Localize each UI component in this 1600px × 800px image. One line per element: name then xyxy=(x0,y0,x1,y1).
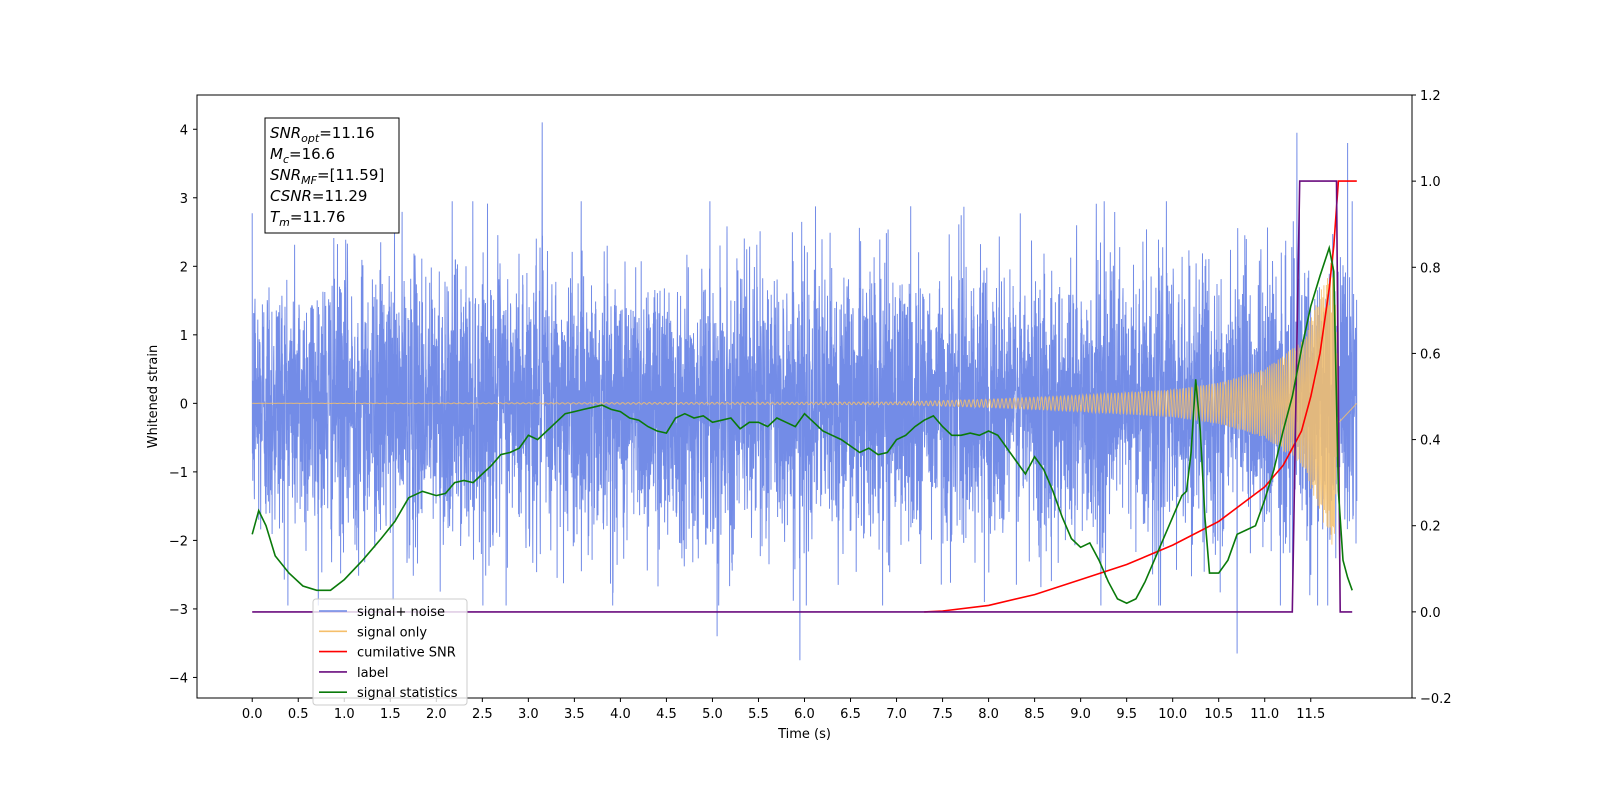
info-tm-value: =11.76 xyxy=(290,208,346,226)
info-snr-mf-value: =[11.59] xyxy=(317,166,384,184)
info-snr-opt: SNRopt=11.16 xyxy=(270,124,375,145)
right-y-tick-label: 0.0 xyxy=(1420,606,1441,621)
right-y-tick-label: 1.2 xyxy=(1420,89,1441,104)
series-label-line xyxy=(252,180,1353,613)
left-y-tick-label: 1 xyxy=(180,329,188,344)
info-box-frame xyxy=(264,117,400,234)
info-snr-mf: SNRMF=[11.59] xyxy=(270,166,384,187)
legend-entry-label: signal only xyxy=(357,625,427,640)
x-tick-label: 0.0 xyxy=(242,707,263,722)
right-y-axis-ticks: 1.2 1.0 0.8 0.6 0.4 0.2 0.0 −0.2 xyxy=(1412,89,1452,707)
x-tick-label: 5.0 xyxy=(702,707,723,722)
series-signal-only-line xyxy=(252,262,1358,545)
x-tick-label: 2.0 xyxy=(426,707,447,722)
x-tick-label: 3.5 xyxy=(564,707,585,722)
chart-traces xyxy=(251,122,1358,661)
x-tick-label: 4.5 xyxy=(656,707,677,722)
series-cumilative-snr-line xyxy=(924,180,1357,613)
series-signal-noise-line xyxy=(251,122,1358,661)
left-y-tick-label: 3 xyxy=(180,192,188,207)
left-y-tick-label: −2 xyxy=(169,534,188,549)
info-csnr-value: =11.29 xyxy=(312,187,368,205)
left-y-tick-label: −3 xyxy=(169,603,188,618)
left-y-axis-ticks: 4 3 2 1 0 −1 −2 −3 −4 xyxy=(169,123,197,686)
legend-entry-label: signal statistics xyxy=(357,686,458,701)
info-snr-opt-label: SNR xyxy=(270,124,301,142)
x-tick-label: 1.0 xyxy=(334,707,355,722)
info-tm-label: T xyxy=(270,208,281,226)
left-y-tick-label: −4 xyxy=(169,671,188,686)
right-y-tick-label: 1.0 xyxy=(1420,175,1441,190)
info-snr-opt-value: =11.16 xyxy=(319,124,375,142)
info-tm: Tm=11.76 xyxy=(270,208,345,229)
legend-entry-label: signal+ noise xyxy=(357,605,445,620)
x-axis-ticks: 0.0 0.5 1.0 1.5 2.0 2.5 3.0 3.5 4.0 4.5 5.0 5.5 6.0 6… xyxy=(242,698,1325,722)
right-y-tick-label: 0.8 xyxy=(1420,261,1441,276)
x-tick-label: 3.0 xyxy=(518,707,539,722)
x-tick-label: 10.0 xyxy=(1158,707,1187,722)
info-box: SNRopt=11.16 Mc=16.6 SNRMF=[11.59] CSNR=… xyxy=(264,117,400,234)
x-tick-label: 10.5 xyxy=(1204,707,1233,722)
x-tick-label: 11.5 xyxy=(1296,707,1325,722)
left-y-tick-label: 2 xyxy=(180,260,188,275)
info-tm-sub: m xyxy=(279,216,290,229)
x-tick-label: 1.5 xyxy=(380,707,401,722)
x-tick-label: 0.5 xyxy=(288,707,309,722)
left-y-tick-label: 0 xyxy=(180,397,188,412)
x-axis-label: Time (s) xyxy=(777,727,831,742)
x-tick-label: 9.5 xyxy=(1116,707,1137,722)
right-y-tick-label: 0.4 xyxy=(1420,434,1441,449)
info-snr-mf-sub: MF xyxy=(301,174,317,187)
info-csnr-label: CSNR xyxy=(270,187,312,205)
x-tick-label: 7.5 xyxy=(932,707,953,722)
info-mc-sub: c xyxy=(283,153,289,166)
legend-entry-label: label xyxy=(357,666,388,681)
right-y-tick-label: 0.2 xyxy=(1420,520,1441,535)
x-tick-label: 11.0 xyxy=(1250,707,1279,722)
legend-entry-label: cumilative SNR xyxy=(357,646,456,661)
x-tick-label: 5.5 xyxy=(748,707,769,722)
x-tick-label: 6.5 xyxy=(840,707,861,722)
right-y-tick-label: −0.2 xyxy=(1420,692,1452,707)
left-y-tick-label: −1 xyxy=(169,466,188,481)
x-tick-label: 9.0 xyxy=(1070,707,1091,722)
info-mc: Mc=16.6 xyxy=(270,145,335,166)
info-mc-value: =16.6 xyxy=(289,145,335,163)
x-tick-label: 4.0 xyxy=(610,707,631,722)
x-tick-label: 8.0 xyxy=(978,707,999,722)
left-y-axis-label: Whitened strain xyxy=(146,345,161,448)
info-snr-opt-sub: opt xyxy=(301,132,320,145)
x-tick-label: 8.5 xyxy=(1024,707,1045,722)
info-csnr: CSNR=11.29 xyxy=(270,187,367,205)
x-tick-label: 7.0 xyxy=(886,707,907,722)
legend: signal+ noise signal only cumilative SNR la… xyxy=(312,598,468,706)
info-mc-label: M xyxy=(270,145,283,163)
legend-frame xyxy=(312,598,468,706)
series-signal-statistics-line xyxy=(251,244,1353,605)
x-tick-label: 2.5 xyxy=(472,707,493,722)
info-snr-mf-label: SNR xyxy=(270,166,301,184)
x-tick-label: 6.0 xyxy=(794,707,815,722)
right-y-tick-label: 0.6 xyxy=(1420,347,1441,362)
left-y-tick-label: 4 xyxy=(180,123,188,138)
